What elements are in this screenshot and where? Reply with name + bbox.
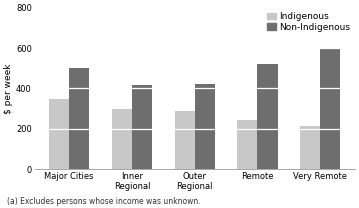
Bar bbox=[320, 48, 340, 169]
Bar bbox=[49, 99, 69, 169]
Bar bbox=[112, 109, 132, 169]
Y-axis label: $ per week: $ per week bbox=[4, 63, 13, 114]
Bar bbox=[69, 68, 89, 169]
Bar bbox=[300, 126, 320, 169]
Bar bbox=[132, 85, 152, 169]
Bar bbox=[237, 120, 257, 169]
Bar bbox=[195, 84, 215, 169]
Legend: Indigenous, Non-Indigenous: Indigenous, Non-Indigenous bbox=[267, 12, 350, 32]
Bar bbox=[174, 111, 195, 169]
Bar bbox=[257, 64, 278, 169]
Text: (a) Excludes persons whose income was unknown.: (a) Excludes persons whose income was un… bbox=[7, 197, 201, 206]
